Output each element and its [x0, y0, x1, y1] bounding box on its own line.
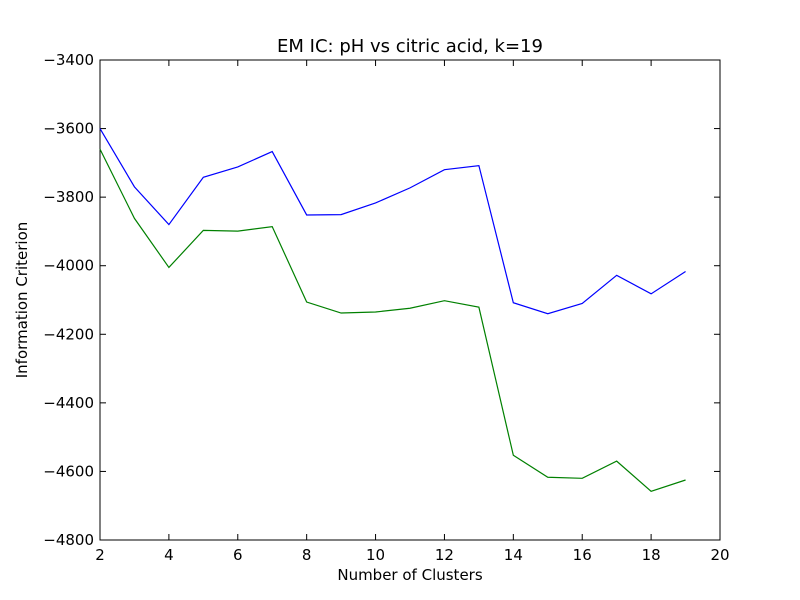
x-tick-label: 2	[95, 546, 105, 564]
series-line-2	[99, 148, 686, 492]
series-layer	[99, 128, 686, 492]
x-tick-label: 14	[504, 546, 523, 564]
y-tick-label: −4600	[43, 462, 94, 480]
x-tick-label: 12	[435, 546, 454, 564]
chart-title: EM IC: pH vs citric acid, k=19	[277, 36, 543, 57]
y-axis-label: Information Criterion	[13, 222, 31, 379]
y-tick-label: −3600	[43, 120, 94, 138]
x-tick-label: 4	[164, 546, 174, 564]
y-tick-label: −4000	[43, 257, 94, 275]
x-tick-label: 16	[573, 546, 592, 564]
plot-frame	[99, 59, 721, 541]
y-tick-label: −4200	[43, 325, 94, 343]
x-tick-label: 8	[302, 546, 312, 564]
y-tick-label: −4800	[43, 531, 94, 549]
ticks-group: 2 4 6 8 10 12 14 16 18 20 −3400 −3600 −3800 −4000 −420…	[43, 51, 729, 564]
x-tick-label: 10	[366, 546, 385, 564]
x-tick-label: 20	[710, 546, 729, 564]
y-tick-label: −3400	[43, 51, 94, 69]
x-tick-label: 18	[642, 546, 661, 564]
x-axis-label: Number of Clusters	[337, 566, 482, 584]
y-tick-label: −3800	[43, 188, 94, 206]
x-tick-label: 6	[233, 546, 243, 564]
y-tick-label: −4400	[43, 394, 94, 412]
series-line-1	[99, 128, 686, 315]
